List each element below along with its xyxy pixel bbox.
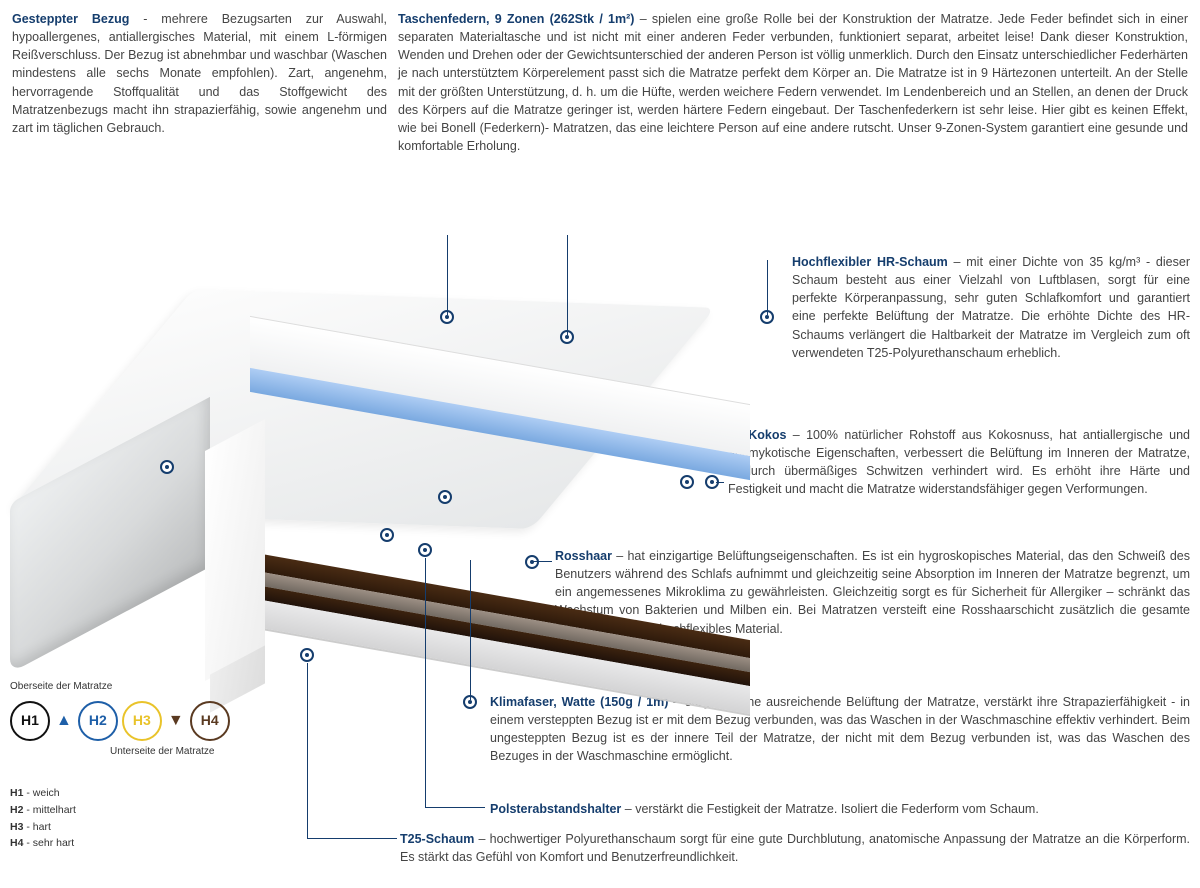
kokos-text: – 100% natürlicher Rohstoff aus Kokosnus… (728, 428, 1190, 496)
springs-title: Taschenfedern, 9 Zonen (262Stk / 1m²) (398, 12, 634, 26)
t25-description: T25-Schaum – hochwertiger Polyurethansch… (400, 830, 1190, 866)
connector-line (532, 561, 552, 562)
pointer-inner-a (380, 528, 394, 542)
connector-line (716, 482, 724, 483)
hardness-legend: Oberseite der Matratze H1 ▲ H2H3 ▼ H4 Unters… (10, 680, 270, 852)
polster-title: Polsterabstandshalter (490, 802, 621, 816)
cover-text: - mehrere Bezugsarten zur Auswahl, hypoa… (12, 12, 387, 135)
connector-line (307, 838, 397, 839)
springs-text: – spielen eine große Rolle bei der Konst… (398, 12, 1188, 153)
connector-line (425, 558, 426, 808)
pointer-cover (160, 460, 174, 474)
legend-arrow-down-icon: ▼ (168, 709, 184, 732)
t25-text: – hochwertiger Polyurethanschaum sorgt f… (400, 832, 1190, 864)
cover-title: Gesteppter Bezug (12, 12, 129, 26)
connector-line (567, 235, 568, 335)
springs-description: Taschenfedern, 9 Zonen (262Stk / 1m²) – … (398, 10, 1188, 155)
hardness-circle-h2: H2 (78, 701, 118, 741)
legend-arrow-up-icon: ▲ (56, 709, 72, 732)
connector-line (447, 235, 448, 315)
polster-description: Polsterabstandshalter – verstärkt die Fe… (490, 800, 1190, 818)
connector-line (425, 807, 485, 808)
legend-bottom-label: Unterseite der Matratze (110, 745, 270, 760)
legend-key-h1: H1 - weich (10, 785, 270, 802)
hrfoam-title: Hochflexibler HR-Schaum (792, 255, 948, 269)
legend-circles: H1 ▲ H2H3 ▼ H4 (10, 701, 270, 741)
connector-line (767, 260, 768, 315)
cover-description: Gesteppter Bezug - mehrere Bezugsarten z… (12, 10, 387, 137)
legend-keys: H1 - weichH2 - mittelhartH3 - hartH4 - s… (10, 785, 270, 852)
polster-text: – verstärkt die Festigkeit der Matratze.… (621, 802, 1039, 816)
hrfoam-text: – mit einer Dichte von 35 kg/m³ - dieser… (792, 255, 1190, 360)
t25-title: T25-Schaum (400, 832, 474, 846)
legend-key-h2: H2 - mittelhart (10, 802, 270, 819)
pointer-inner-b (438, 490, 452, 504)
legend-key-h3: H3 - hart (10, 819, 270, 836)
pointer-polster (418, 543, 432, 557)
hardness-circle-h4: H4 (190, 701, 230, 741)
hrfoam-description: Hochflexibler HR-Schaum – mit einer Dich… (792, 253, 1190, 362)
connector-line (470, 560, 471, 700)
legend-top-label: Oberseite der Matratze (10, 680, 270, 695)
pointer-t25 (300, 648, 314, 662)
hardness-circle-h1: H1 (10, 701, 50, 741)
klima-description: Klimafaser, Watte (150g / 1m) – sorgt fü… (490, 693, 1190, 766)
pointer-kokos-a (680, 475, 694, 489)
front-foam-face (205, 419, 265, 681)
mattress-cutaway-illustration (10, 230, 730, 650)
connector-line (307, 663, 308, 839)
hardness-circle-h3: H3 (122, 701, 162, 741)
pointer-rosshaar (525, 555, 539, 569)
kokos-description: 2x Kokos – 100% natürlicher Rohstoff aus… (728, 426, 1190, 499)
legend-key-h4: H4 - sehr hart (10, 835, 270, 852)
